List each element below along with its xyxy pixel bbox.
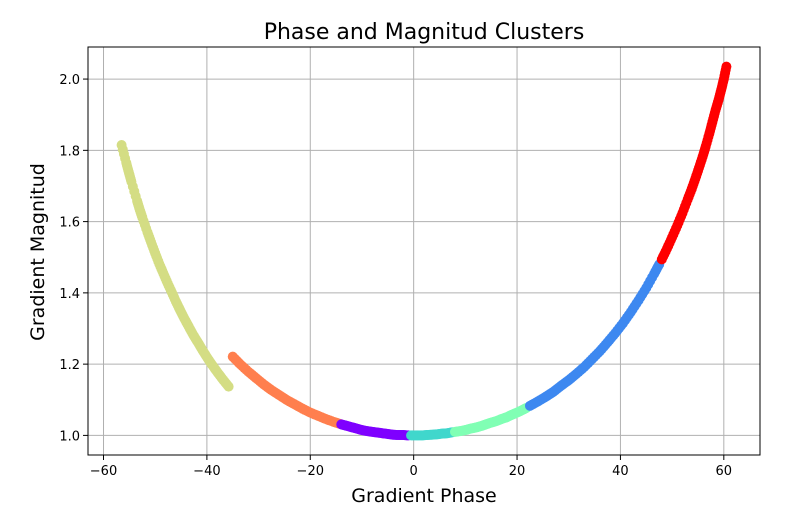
y-axis-label: Gradient Magnitud — [27, 163, 49, 341]
y-tick-label: 2.0 — [59, 73, 80, 88]
series-cluster-1 — [116, 139, 234, 392]
x-tick-label: 0 — [410, 464, 418, 479]
y-tick-label: 1.8 — [59, 144, 80, 159]
data-point — [721, 61, 732, 72]
x-tick-label: −40 — [193, 464, 220, 479]
grid — [88, 47, 760, 455]
series-cluster-5 — [450, 402, 532, 437]
x-tick-label: 40 — [612, 464, 629, 479]
series-cluster-6 — [524, 259, 665, 411]
y-tick-label: 1.6 — [59, 216, 80, 231]
chart-title: Phase and Magnitud Clusters — [264, 20, 585, 45]
axis-ticks: −60 −40 −20 0 20 40 60 1.0 1.2 1.4 1.6 1.8 2.0 — [59, 73, 732, 479]
x-tick-label: −60 — [90, 464, 117, 479]
series-cluster-2 — [227, 351, 346, 429]
series-cluster-7 — [656, 61, 732, 265]
plot-frame — [87, 46, 761, 456]
data-point — [223, 381, 234, 392]
y-tick-label: 1.4 — [59, 287, 80, 302]
x-tick-label: 20 — [509, 464, 526, 479]
y-tick-label: 1.2 — [59, 358, 80, 373]
data-points — [116, 61, 732, 441]
series-cluster-3 — [336, 419, 414, 441]
x-axis-label: Gradient Phase — [351, 485, 496, 507]
y-tick-label: 1.0 — [59, 429, 80, 444]
x-tick-label: −20 — [297, 464, 324, 479]
x-tick-label: 60 — [716, 464, 733, 479]
